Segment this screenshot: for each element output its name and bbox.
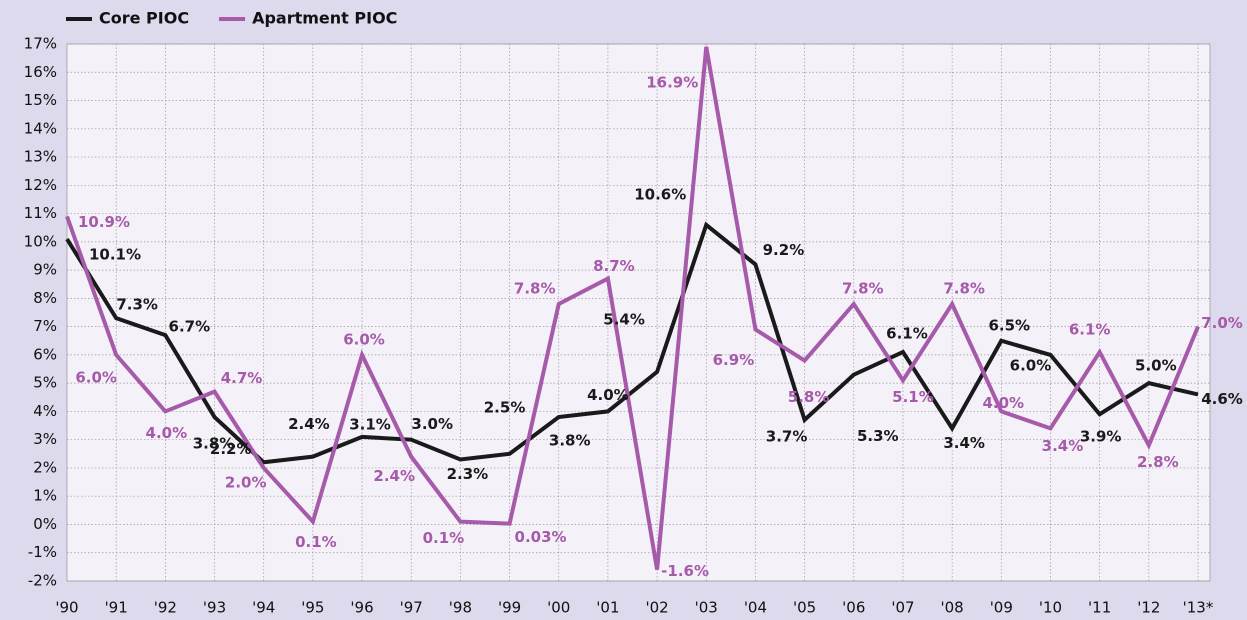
x-tick-label: '99 [498, 599, 521, 617]
x-tick-label: '02 [645, 599, 668, 617]
x-tick-label: '05 [793, 599, 816, 617]
x-tick-label: '96 [350, 599, 373, 617]
value-label: 0.03% [515, 528, 567, 546]
value-label: 3.4% [943, 434, 985, 452]
value-label: 2.4% [373, 467, 415, 485]
value-label: 3.1% [349, 415, 391, 433]
value-label: 3.8% [549, 432, 591, 450]
plot-area [66, 43, 1211, 582]
y-tick-label: 13% [24, 148, 57, 166]
y-tick-label: 14% [24, 119, 57, 137]
value-label: 10.1% [89, 246, 141, 264]
value-label: 7.8% [514, 280, 556, 298]
value-label: 6.9% [713, 351, 755, 369]
y-tick-label: 12% [24, 176, 57, 194]
value-label: 5.1% [892, 388, 934, 406]
value-label: 10.9% [78, 213, 130, 231]
x-tick-label: '92 [154, 599, 177, 617]
x-tick-label: '94 [252, 599, 275, 617]
value-label: 3.8% [193, 435, 235, 453]
value-label: 0.1% [295, 533, 337, 551]
value-label: 3.4% [1042, 437, 1084, 455]
value-label: 4.0% [587, 386, 629, 404]
y-tick-label: 0% [33, 515, 57, 533]
series-line [65, 46, 1200, 571]
y-tick-label: 9% [33, 261, 57, 279]
y-tick-label: 16% [24, 63, 57, 81]
legend-label: Core PIOC [99, 9, 189, 28]
x-tick-label: '93 [203, 599, 226, 617]
x-tick-label: '12 [1137, 599, 1160, 617]
y-tick-label: 11% [24, 204, 57, 222]
value-label: 7.0% [1201, 314, 1243, 332]
value-label: 6.5% [988, 316, 1030, 334]
value-label: 3.7% [766, 427, 808, 445]
value-label: 3.0% [411, 415, 453, 433]
x-tick-label: '06 [842, 599, 865, 617]
x-tick-label: '08 [941, 599, 964, 617]
x-tick-label: '90 [55, 599, 78, 617]
y-tick-label: 15% [24, 91, 57, 109]
y-tick-label: 17% [24, 35, 57, 53]
y-tick-label: 3% [33, 430, 57, 448]
x-tick-label: '04 [744, 599, 767, 617]
value-label: 6.1% [1069, 321, 1111, 339]
value-label: 6.0% [75, 368, 117, 386]
value-label: 4.0% [982, 394, 1024, 412]
value-label: 0.1% [423, 529, 465, 547]
x-tick-label: '10 [1039, 599, 1062, 617]
value-label: 10.6% [634, 185, 686, 203]
value-label: 2.2% [210, 440, 252, 458]
value-label: 4.0% [146, 424, 188, 442]
x-tick-label: '11 [1088, 599, 1111, 617]
x-tick-label: '09 [990, 599, 1013, 617]
y-tick-label: 6% [33, 345, 57, 363]
y-tick-label: 10% [24, 232, 57, 250]
y-tick-label: 4% [33, 402, 57, 420]
y-tick-label: 8% [33, 289, 57, 307]
value-label: 2.3% [447, 465, 489, 483]
value-label: 2.0% [225, 473, 267, 491]
value-label: 5.4% [603, 310, 645, 328]
legend-label: Apartment PIOC [252, 9, 397, 28]
value-label: 6.1% [886, 325, 928, 343]
value-label: 16.9% [646, 73, 698, 91]
y-tick-label: 7% [33, 317, 57, 335]
value-label: 5.8% [788, 388, 830, 406]
value-label: 7.8% [943, 280, 985, 298]
value-label: 5.0% [1135, 357, 1177, 375]
x-tick-label: '98 [449, 599, 472, 617]
y-tick-label: 2% [33, 458, 57, 476]
y-tick-label: 1% [33, 487, 57, 505]
x-tick-label: '00 [547, 599, 570, 617]
value-label: 4.6% [1201, 390, 1243, 408]
value-label: 6.0% [343, 330, 385, 348]
x-tick-label: '95 [301, 599, 324, 617]
value-label: -1.6% [661, 562, 709, 580]
value-label: 4.7% [221, 369, 263, 387]
y-tick-label: 5% [33, 374, 57, 392]
y-tick-label: -2% [28, 572, 57, 590]
x-tick-label: '91 [105, 599, 128, 617]
value-label: 9.2% [763, 241, 805, 259]
x-tick-label: '97 [400, 599, 423, 617]
x-tick-label: '07 [891, 599, 914, 617]
y-tick-label: -1% [28, 543, 57, 561]
x-tick-label: '13* [1183, 599, 1214, 617]
value-label: 5.3% [857, 427, 899, 445]
value-label: 7.8% [842, 280, 884, 298]
x-tick-label: '03 [695, 599, 718, 617]
value-label: 2.8% [1137, 453, 1179, 471]
value-label: 7.3% [116, 296, 158, 314]
value-label: 6.0% [1010, 356, 1052, 374]
value-label: 8.7% [593, 257, 635, 275]
value-label: 6.7% [169, 318, 211, 336]
value-label: 3.9% [1080, 428, 1122, 446]
value-label: 2.5% [484, 398, 526, 416]
value-label: 2.4% [288, 415, 330, 433]
x-tick-label: '01 [596, 599, 619, 617]
